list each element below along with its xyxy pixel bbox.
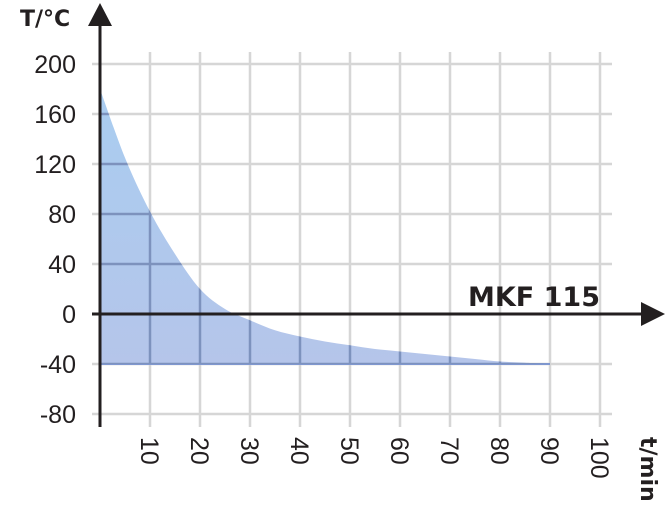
x-tick-label: 80: [485, 437, 513, 465]
x-tick-label: 30: [235, 437, 263, 465]
y-tick-label: 0: [62, 301, 76, 329]
y-tick-labels: 200 160 120 80 40 0 -40 -80: [34, 51, 76, 429]
y-tick-label: -80: [40, 401, 76, 429]
x-tick-label: 60: [385, 437, 413, 465]
y-tick-label: 200: [34, 51, 76, 79]
y-tick-label: 120: [34, 151, 76, 179]
x-tick-label: 50: [335, 437, 363, 465]
x-tick-label: 90: [535, 437, 563, 465]
x-tick-labels: 10 20 30 40 50 60 70 80 90 100: [135, 437, 613, 479]
temperature-area: [100, 89, 550, 364]
model-label: MKF 115: [468, 282, 600, 313]
y-tick-label: 80: [48, 201, 76, 229]
y-tick-label: -40: [40, 351, 76, 379]
x-tick-label: 70: [435, 437, 463, 465]
y-axis-arrow-icon: [88, 3, 112, 26]
y-tick-label: 40: [48, 251, 76, 279]
grid-lines: [92, 52, 612, 427]
grid-lines-over-area: [100, 89, 550, 364]
y-axis-title: T/°C: [20, 7, 70, 32]
x-axis-title: t/min: [635, 437, 660, 502]
x-tick-label: 10: [135, 437, 163, 465]
x-tick-label: 100: [585, 437, 613, 479]
y-tick-label: 160: [34, 101, 76, 129]
x-tick-label: 20: [185, 437, 213, 465]
x-tick-label: 40: [285, 437, 313, 465]
x-axis-arrow-icon: [641, 302, 665, 326]
